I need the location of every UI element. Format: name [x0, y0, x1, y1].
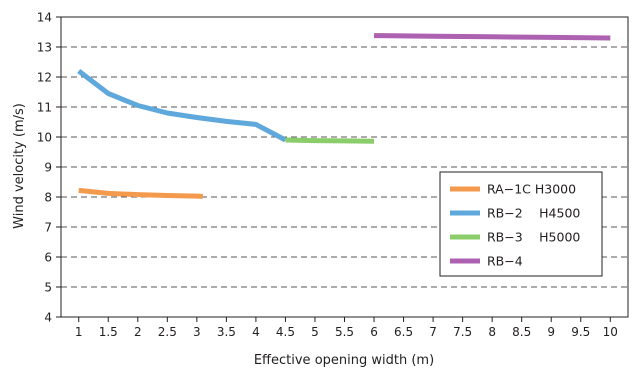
y-tick-label: 7: [44, 221, 52, 235]
y-tick-label: 14: [37, 11, 52, 25]
legend-label: RB−4: [487, 254, 523, 269]
x-tick-label: 10: [603, 325, 618, 339]
y-tick-label: 11: [37, 101, 52, 115]
y-tick-label: 4: [44, 311, 52, 325]
y-tick-label: 10: [37, 131, 52, 145]
series-line-2: [77, 69, 287, 143]
x-tick-label: 9.5: [571, 325, 590, 339]
x-tick-label: 7.5: [453, 325, 472, 339]
legend: RA−1C H3000 RB−2 H4500 RB−3 H5000 RB−4: [439, 171, 603, 277]
x-tick-label: 7: [429, 325, 437, 339]
x-tick-label: 9: [547, 325, 555, 339]
x-tick-label: 1.5: [99, 325, 118, 339]
x-tick-label: 6: [370, 325, 378, 339]
x-tick-label: 1: [75, 325, 83, 339]
series-line-4: [373, 33, 611, 41]
y-tick-label: 13: [37, 41, 52, 55]
x-tick-label: 3: [193, 325, 201, 339]
x-axis-title: Effective opening width (m): [254, 353, 434, 368]
series-lines: [77, 33, 611, 199]
y-axis-ticks: 4 5 6 7 8 9 10 11 12 13 14: [37, 11, 61, 325]
x-tick-label: 6.5: [394, 325, 413, 339]
x-tick-label: 5.5: [335, 325, 354, 339]
legend-label: RB−3 H5000: [487, 230, 580, 245]
x-tick-label: 2: [134, 325, 142, 339]
series-line-3: [285, 137, 375, 144]
legend-label: RB−2 H4500: [487, 206, 580, 221]
x-tick-label: 3.5: [217, 325, 236, 339]
series-line-1: [78, 187, 203, 199]
x-tick-label: 8.5: [512, 325, 531, 339]
x-tick-label: 5: [311, 325, 319, 339]
y-tick-label: 5: [44, 281, 52, 295]
x-tick-label: 8: [488, 325, 496, 339]
y-tick-label: 9: [44, 161, 52, 175]
legend-label: RA−1C H3000: [487, 182, 576, 197]
x-tick-label: 4: [252, 325, 260, 339]
x-tick-label: 4.5: [276, 325, 295, 339]
y-tick-label: 8: [44, 191, 52, 205]
y-tick-label: 6: [44, 251, 52, 265]
x-axis-ticks: 1 1.5 2 2.5 3 3.5 4 4.5 5 5.5 6 6.5 7 7.5 8 8.5 9 9.5 10: [75, 317, 618, 339]
x-tick-label: 2.5: [158, 325, 177, 339]
y-axis-title: Wind velocity (m/s): [12, 103, 27, 229]
y-tick-label: 12: [37, 71, 52, 85]
